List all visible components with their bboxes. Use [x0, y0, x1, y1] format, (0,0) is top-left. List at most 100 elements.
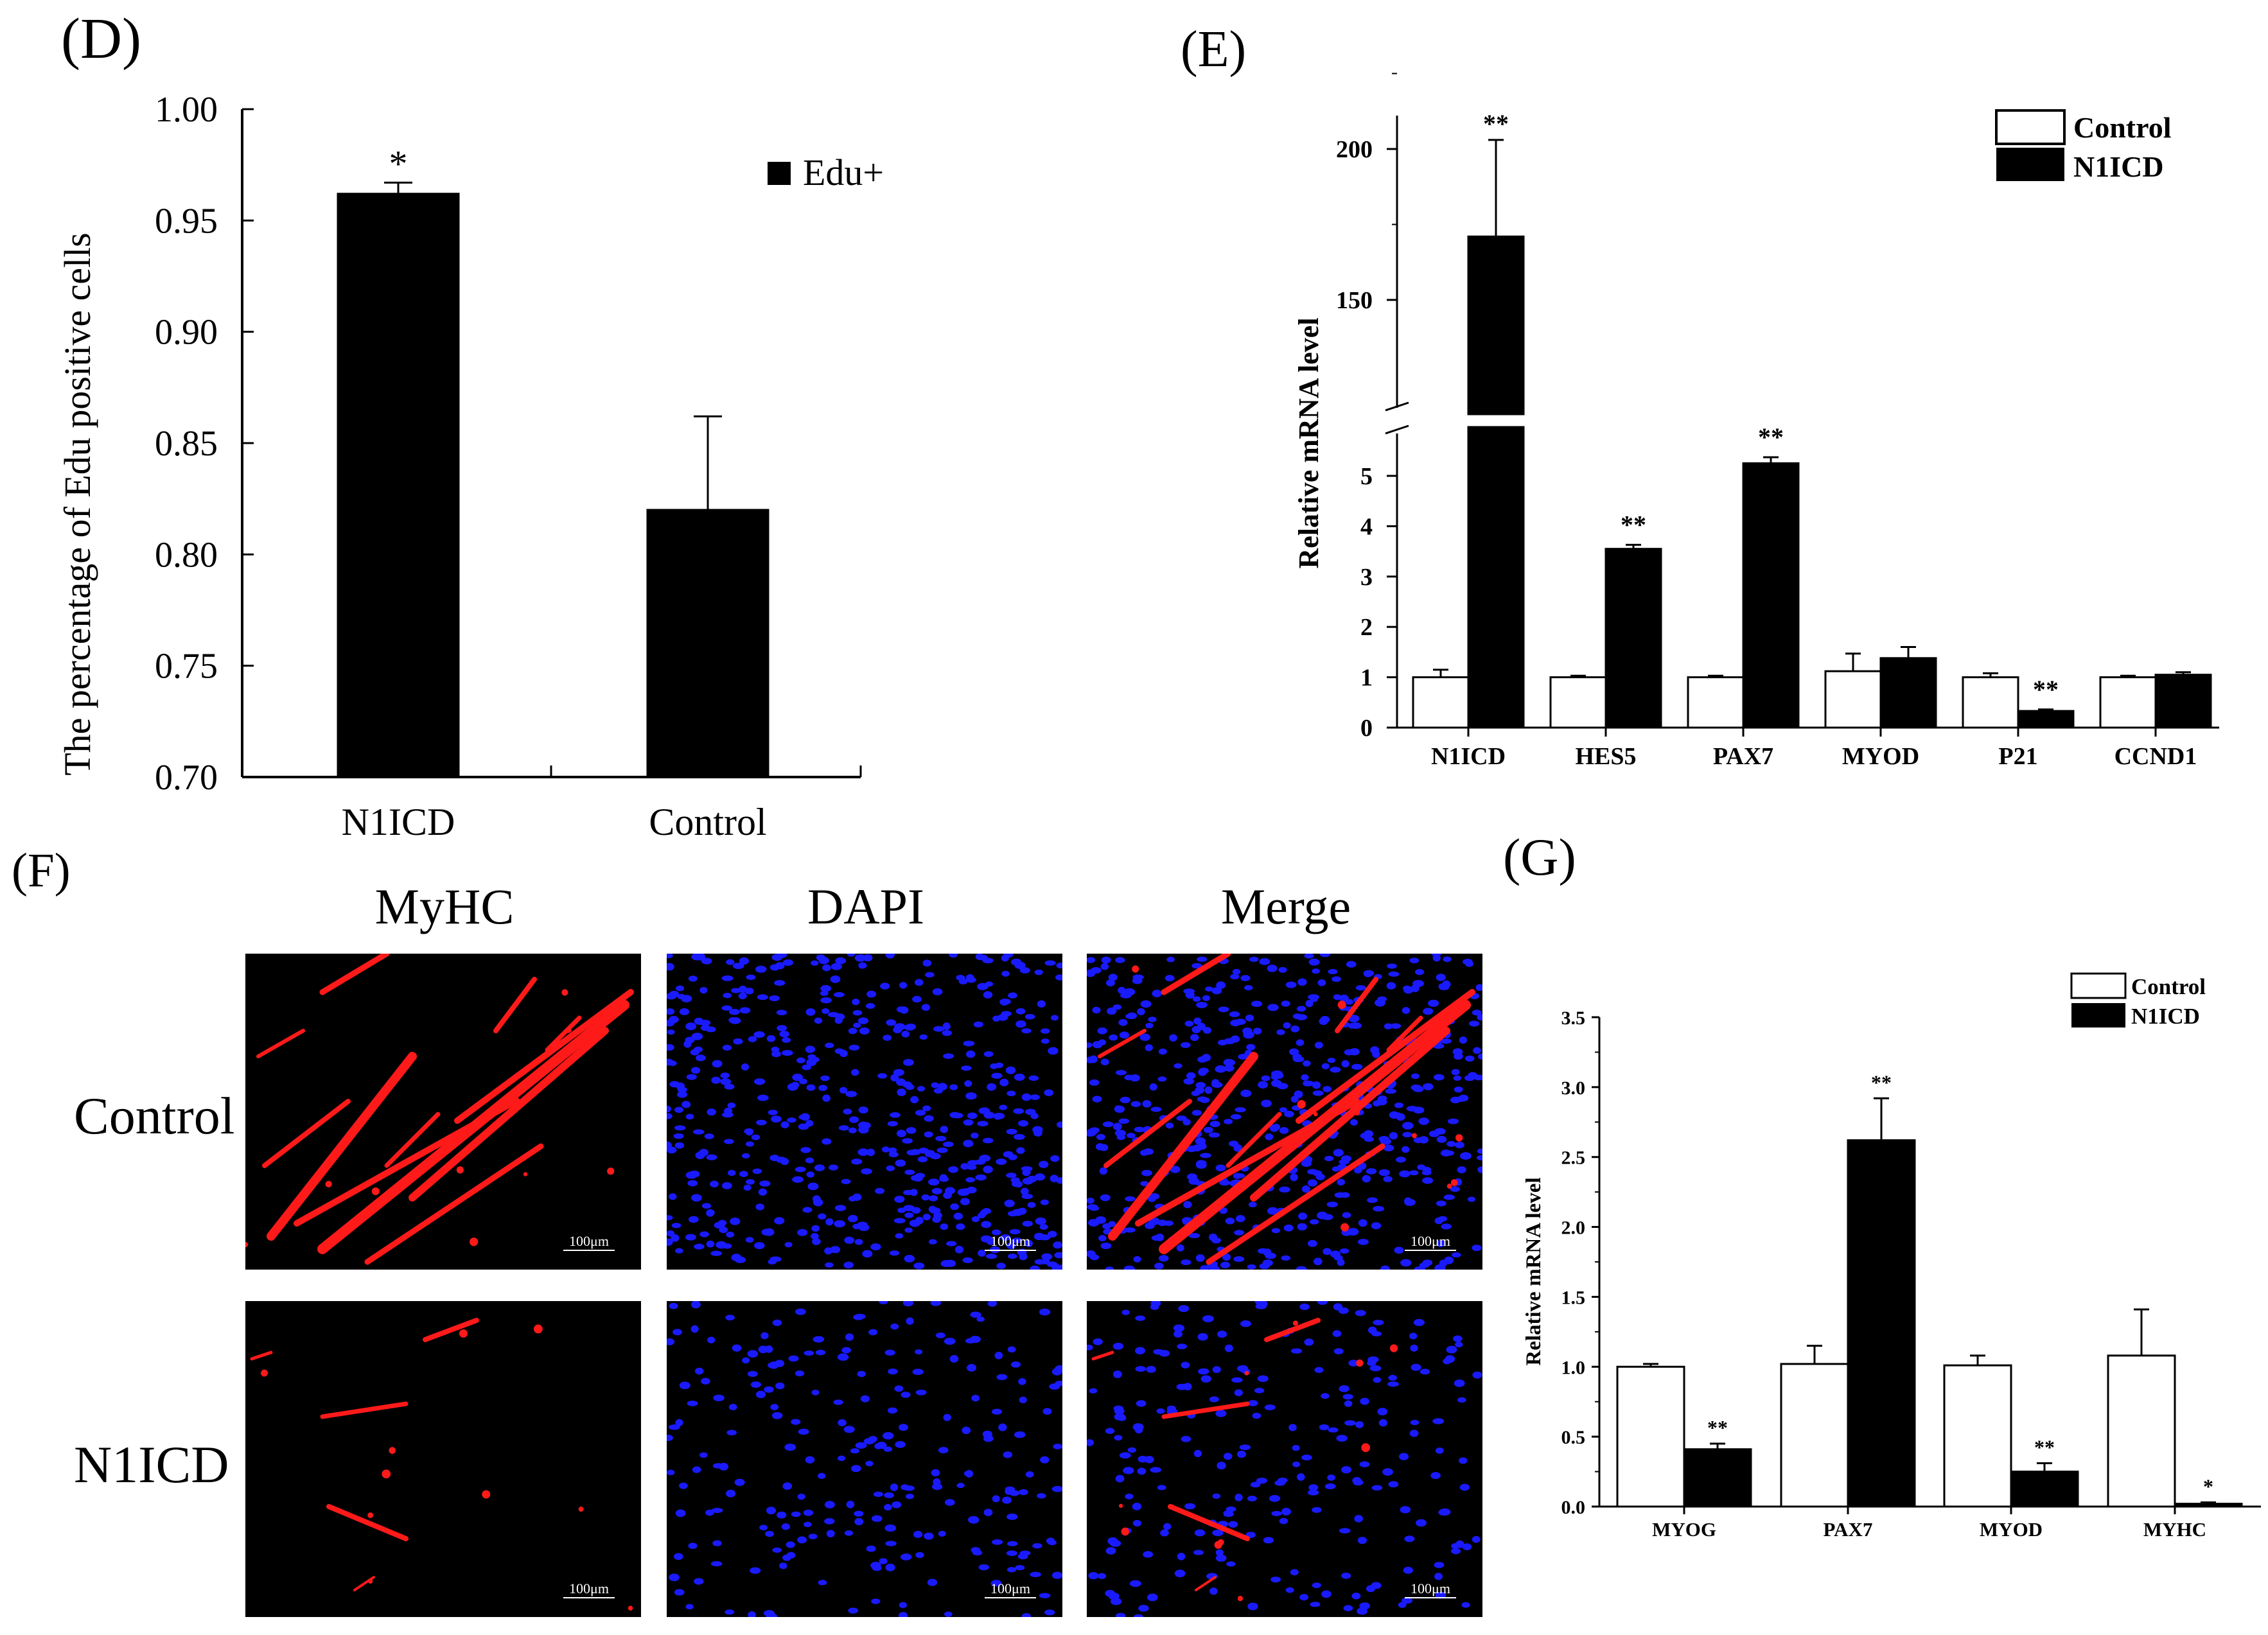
dapi-nucleus — [1285, 1587, 1294, 1593]
dapi-nucleus — [776, 1010, 787, 1015]
dapi-nucleus — [792, 1073, 804, 1081]
myhc-fiber — [1091, 1351, 1114, 1361]
dapi-nucleus — [1434, 1573, 1443, 1580]
dapi-nucleus — [846, 1500, 855, 1508]
dapi-nucleus — [944, 1611, 953, 1617]
dapi-nucleus — [1270, 1577, 1281, 1583]
dapi-nucleus — [711, 1076, 721, 1084]
dapi-nucleus — [1211, 987, 1222, 995]
dapi-nucleus — [890, 1323, 899, 1330]
dapi-nucleus — [933, 1026, 945, 1032]
dapi-nucleus — [965, 1470, 974, 1478]
dapi-nucleus — [724, 1107, 733, 1114]
myhc-fiber-spot — [261, 1369, 268, 1377]
dapi-nucleus — [1258, 1081, 1269, 1089]
dapi-nucleus — [1040, 1456, 1050, 1464]
dapi-nucleus — [774, 1217, 785, 1225]
dapi-nucleus — [769, 995, 780, 1002]
dapi-nucleus — [1230, 1114, 1242, 1120]
dapi-nucleus — [927, 1578, 938, 1586]
dapi-nucleus — [929, 1153, 941, 1160]
dapi-nucleus — [902, 1081, 912, 1088]
dapi-nucleus — [942, 1022, 951, 1031]
dapi-nucleus — [674, 1142, 685, 1149]
dapi-nucleus — [977, 1121, 989, 1126]
dapi-nucleus — [1304, 954, 1314, 959]
dapi-nucleus — [834, 1017, 843, 1024]
dapi-nucleus — [1443, 956, 1452, 963]
g-y-tick-label: 3.0 — [1561, 1078, 1586, 1099]
dapi-nucleus — [1200, 1375, 1211, 1383]
e-ylabel: Relative mRNA level — [1293, 318, 1324, 569]
dapi-nucleus — [902, 1059, 915, 1066]
dapi-nucleus — [1308, 1484, 1319, 1491]
dapi-nucleus — [691, 1033, 703, 1040]
myhc-fiber-spot — [459, 1329, 468, 1338]
dapi-nucleus — [942, 1141, 954, 1148]
dapi-nucleus — [671, 1223, 681, 1228]
dapi-nucleus — [726, 1430, 737, 1436]
dapi-nucleus — [1229, 1011, 1240, 1017]
dapi-nucleus — [721, 1182, 732, 1189]
dapi-nucleus — [738, 992, 747, 1000]
dapi-nucleus — [866, 990, 877, 998]
dapi-nucleus — [685, 1234, 696, 1241]
dapi-nucleus — [1097, 1027, 1107, 1035]
dapi-nucleus — [931, 1469, 940, 1476]
dapi-nucleus — [1089, 1055, 1098, 1063]
dapi-nucleus — [1240, 1320, 1252, 1327]
dapi-nucleus — [886, 1019, 897, 1026]
g-legend-swatch-control — [2070, 972, 2127, 999]
dapi-nucleus — [772, 1547, 782, 1553]
dapi-nucleus — [985, 1254, 998, 1259]
myhc-fiber — [1250, 1027, 1450, 1202]
dapi-nucleus — [798, 1114, 808, 1120]
dapi-nucleus — [1209, 1396, 1219, 1403]
scale-bar-label: 100μm — [1411, 1580, 1450, 1596]
dapi-nucleus — [1007, 1541, 1018, 1546]
dapi-nucleus — [887, 1407, 898, 1414]
dapi-nucleus — [1321, 1393, 1330, 1399]
dapi-nucleus — [728, 1403, 737, 1411]
dapi-nucleus — [1390, 1023, 1402, 1029]
dapi-nucleus — [1259, 958, 1270, 965]
dapi-nucleus — [1226, 1561, 1236, 1567]
e-axis-break-mark — [1385, 401, 1409, 412]
dapi-nucleus — [706, 1240, 715, 1248]
dapi-nucleus — [759, 1180, 771, 1187]
dapi-nucleus — [726, 1231, 735, 1238]
dapi-nucleus — [1025, 1471, 1034, 1478]
dapi-nucleus — [865, 1460, 874, 1467]
dapi-nucleus — [1328, 968, 1338, 975]
dapi-nucleus — [981, 1208, 992, 1214]
dapi-nucleus — [1109, 1034, 1118, 1041]
e-bar-n1icd-pax7 — [1742, 462, 1800, 729]
myhc-fiber-spot — [1337, 1001, 1346, 1010]
dapi-nucleus — [770, 1404, 779, 1411]
dapi-nucleus — [924, 1115, 934, 1122]
dapi-nucleus — [739, 985, 748, 993]
dapi-nucleus — [768, 1259, 777, 1265]
dapi-nucleus — [1373, 1205, 1385, 1212]
micrograph-n1icd-myhc: 100μm — [245, 1301, 641, 1617]
dapi-nucleus — [1245, 1014, 1254, 1022]
dapi-nucleus — [1008, 992, 1017, 999]
dapi-nucleus — [1247, 1496, 1257, 1501]
dapi-nucleus — [1468, 1020, 1480, 1027]
dapi-nucleus — [1446, 1345, 1457, 1354]
dapi-nucleus — [720, 1078, 732, 1085]
dapi-nucleus — [797, 1493, 805, 1500]
dapi-nucleus — [777, 1511, 787, 1519]
dapi-nucleus — [694, 1367, 704, 1375]
g-bar-control-myod — [1943, 1364, 2012, 1508]
dapi-nucleus — [1090, 967, 1102, 974]
dapi-nucleus — [710, 1561, 723, 1567]
dapi-nucleus — [723, 1139, 734, 1144]
dapi-nucleus — [1267, 965, 1278, 972]
dapi-nucleus — [965, 1050, 976, 1058]
dapi-nucleus — [692, 1466, 701, 1473]
dapi-nucleus — [1357, 1239, 1369, 1245]
dapi-nucleus — [747, 1370, 758, 1377]
dapi-nucleus — [1332, 1166, 1340, 1172]
dapi-nucleus — [1042, 1408, 1052, 1415]
